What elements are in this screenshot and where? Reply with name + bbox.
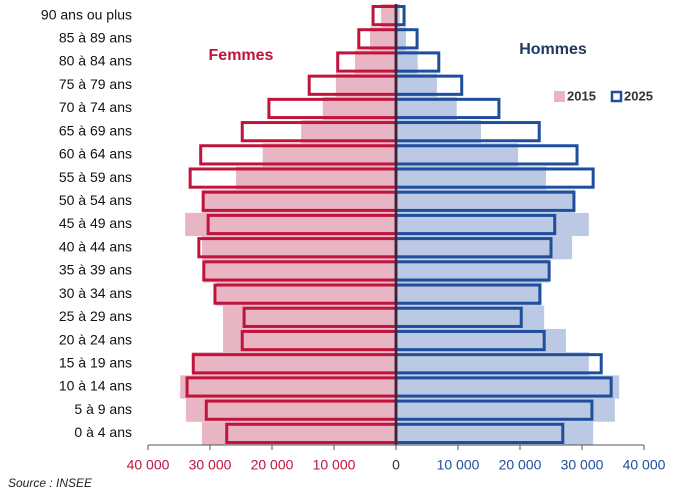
bar: [223, 305, 396, 329]
bar: [201, 236, 396, 260]
bar: [355, 50, 396, 74]
bar: [396, 96, 457, 121]
category-label: 30 à 34 ans: [59, 285, 132, 301]
bar: [262, 143, 396, 167]
category-label: 65 à 69 ans: [59, 122, 132, 138]
legend-label: 2015: [567, 88, 596, 103]
bar: [216, 282, 396, 306]
x-tick-label: 40 000: [127, 457, 170, 473]
bar: [396, 143, 519, 167]
bar: [203, 259, 396, 283]
category-label: 5 à 9 ans: [74, 401, 132, 417]
x-tick-label: 40 000: [623, 457, 666, 473]
category-label: 90 ans ou plus: [41, 6, 132, 22]
category-label: 55 à 59 ans: [59, 169, 132, 185]
group-label: Femmes: [209, 47, 274, 64]
category-label: 10 à 14 ans: [59, 378, 132, 394]
category-label: 75 à 79 ans: [59, 76, 132, 92]
x-tick-label: 30 000: [561, 457, 604, 473]
bar: [201, 189, 396, 213]
bar: [396, 73, 437, 97]
bar: [396, 375, 620, 399]
bar: [396, 352, 589, 376]
bar: [396, 166, 547, 190]
bar: [396, 212, 589, 237]
category-label: 25 à 29 ans: [59, 308, 132, 324]
category-label: 70 à 74 ans: [59, 99, 132, 115]
group-label: Hommes: [519, 41, 587, 58]
category-label: 50 à 54 ans: [59, 192, 132, 208]
bar: [369, 27, 396, 51]
bar: [322, 96, 396, 121]
category-label: 80 à 84 ans: [59, 53, 132, 69]
bar: [396, 421, 594, 445]
bar: [396, 4, 400, 28]
legend-swatch: [610, 90, 623, 103]
x-tick-label: 10 000: [313, 457, 356, 473]
bar: [201, 421, 396, 445]
legend-swatch: [554, 91, 565, 102]
bar: [396, 398, 615, 422]
bar: [396, 189, 576, 213]
bar: [192, 352, 396, 376]
x-tick-label: 30 000: [189, 457, 232, 473]
legend-label: 2025: [624, 88, 653, 103]
bar: [396, 50, 418, 74]
bar: [396, 305, 545, 329]
category-label: 15 à 19 ans: [59, 354, 132, 370]
x-tick-label: 10 000: [437, 457, 480, 473]
bar: [335, 73, 396, 97]
bar: [396, 259, 550, 283]
category-label: 0 à 4 ans: [74, 424, 132, 440]
bar: [185, 212, 396, 237]
bar: [396, 27, 406, 51]
bar: [396, 282, 542, 306]
bar: [396, 120, 481, 144]
category-label: 85 à 89 ans: [59, 30, 132, 46]
category-label: 40 à 44 ans: [59, 238, 132, 254]
x-tick-label: 20 000: [251, 457, 294, 473]
category-label: 60 à 64 ans: [59, 146, 132, 162]
bar: [223, 328, 396, 353]
bar: [185, 398, 396, 422]
bar: [180, 375, 396, 399]
category-label: 35 à 39 ans: [59, 262, 132, 278]
bar: [381, 4, 396, 28]
source-note: Source : INSEE: [8, 476, 93, 490]
bar: [301, 120, 396, 144]
bar: [396, 236, 573, 260]
bar: [236, 166, 396, 190]
bar: [396, 328, 566, 353]
category-label: 20 à 24 ans: [59, 331, 132, 347]
x-tick-label: 20 000: [499, 457, 542, 473]
x-tick-label: 0: [392, 457, 400, 473]
category-label: 45 à 49 ans: [59, 215, 132, 231]
